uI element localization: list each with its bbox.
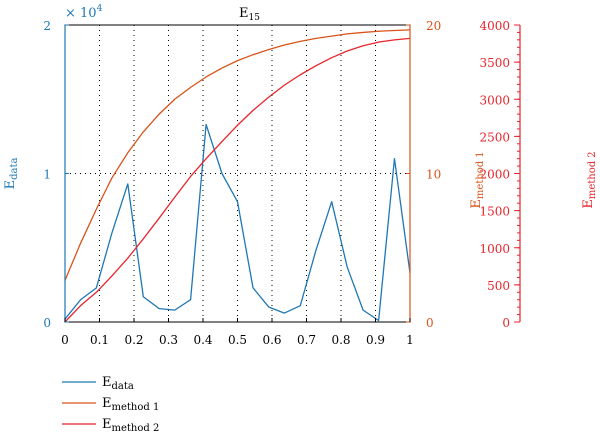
y-multiplier-base: × 10	[65, 6, 97, 21]
legend: Edata Emethod 1 Emethod 2	[62, 375, 159, 434]
right-2-tick-label: 2000	[479, 168, 510, 182]
right-2-tick-label: 1000	[479, 242, 510, 256]
legend-item-method-1: Emethod 1	[62, 396, 159, 413]
legend-label-data-sub: data	[112, 381, 134, 392]
x-tick-label: 0.1	[90, 333, 109, 347]
x-tick-label: 0.5	[228, 333, 247, 347]
y-multiplier: × 104	[65, 4, 103, 21]
legend-label-data-main: E	[102, 375, 112, 390]
left-tick-label: 2	[43, 19, 51, 33]
right-axis-method-1: 0 10 20	[406, 19, 441, 330]
chart-title: E15	[239, 6, 260, 23]
left-axis: 0 1 2	[43, 19, 69, 330]
x-tick-label: 0.8	[331, 333, 350, 347]
right-axis-method-2: 0 500 1000 1500 2000 2500 3000 3500 4000	[479, 19, 521, 330]
legend-label-method-2: Emethod 2	[102, 417, 159, 434]
series-line-data	[64, 123, 411, 322]
y-multiplier-exp: 4	[97, 4, 103, 14]
x-tick-label: 0	[61, 333, 69, 347]
right-2-tick-label: 3500	[479, 56, 510, 70]
series-line-method-1	[64, 29, 411, 281]
x-tick-label: 0.3	[159, 333, 178, 347]
x-axis: 0 0.1 0.2 0.3 0.4 0.5 0.6 0.7 0.8 0.9 1	[61, 318, 414, 347]
right-2-tick-label: 1500	[479, 205, 510, 219]
left-tick-label: 0	[43, 316, 51, 330]
legend-label-method-1: Emethod 1	[102, 396, 159, 413]
right-2-tick-label: 0	[502, 316, 510, 330]
plot-frame	[64, 24, 411, 323]
y-axis-label-right-1-sub: method 1	[475, 151, 486, 199]
right-1-tick-label: 10	[426, 168, 441, 182]
legend-label-method-2-main: E	[102, 417, 112, 432]
x-tick-label: 0.9	[366, 333, 385, 347]
legend-label-data: Edata	[102, 375, 134, 392]
x-tick-label: 1	[406, 333, 414, 347]
x-tick-label: 0.6	[262, 333, 281, 347]
right-2-tick-label: 4000	[479, 19, 510, 33]
legend-label-method-1-sub: method 1	[112, 402, 160, 413]
chart-title-main: E	[239, 6, 249, 21]
y-axis-label-left-sub: data	[9, 158, 20, 180]
chart-title-sub: 15	[249, 13, 261, 23]
right-1-tick-label: 0	[426, 316, 434, 330]
x-tick-label: 0.2	[124, 333, 143, 347]
right-2-tick-label: 500	[487, 279, 510, 293]
right-1-tick-label: 20	[426, 19, 441, 33]
y-axis-label-right-2: Emethod 2	[581, 151, 598, 208]
series-line-method-2	[64, 37, 411, 323]
y-axis-label-right-2-main: E	[581, 199, 596, 209]
x-tick-label: 0.4	[193, 333, 212, 347]
series-group	[64, 29, 411, 323]
y-axis-label-right-1-main: E	[469, 199, 484, 209]
right-2-tick-label: 3000	[479, 93, 510, 107]
legend-label-method-1-main: E	[102, 396, 112, 411]
legend-label-method-2-sub: method 2	[112, 423, 160, 434]
legend-item-method-2: Emethod 2	[62, 417, 159, 434]
y-axis-label-left: Edata	[3, 158, 20, 190]
grid	[65, 25, 410, 322]
y-axis-label-right-2-sub: method 2	[587, 151, 598, 199]
x-tick-label: 0.7	[297, 333, 316, 347]
legend-item-data: Edata	[62, 375, 134, 392]
right-2-tick-label: 2500	[479, 130, 510, 144]
y-axis-label-left-main: E	[3, 180, 18, 190]
y-axis-label-right-1: Emethod 1	[469, 151, 486, 208]
left-tick-label: 1	[43, 168, 51, 182]
